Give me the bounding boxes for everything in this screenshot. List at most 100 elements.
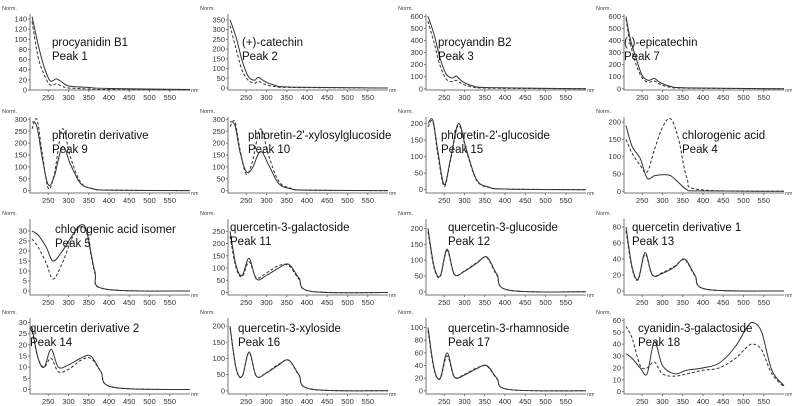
series-line-dashed (31, 118, 191, 192)
x-tick-label: 400 (499, 93, 512, 102)
x-unit-label: nm (785, 293, 792, 299)
x-tick-label: 450 (717, 298, 730, 307)
x-tick-label: 550 (559, 196, 572, 205)
y-tick-label: 350 (212, 15, 225, 24)
x-tick-label: 550 (163, 93, 176, 102)
y-tick-label: 200 (212, 322, 225, 331)
y-tick-label: 100 (410, 152, 423, 161)
y-tick-label: 50 (217, 370, 225, 379)
x-tick-label: 450 (123, 93, 136, 102)
y-tick-label: 50 (217, 74, 225, 83)
y-tick-label: 600 (410, 12, 423, 21)
x-tick-label: 350 (478, 196, 491, 205)
y-tick-label: 250 (212, 127, 225, 136)
x-unit-label: nm (785, 191, 792, 197)
x-tick-label: 400 (697, 298, 710, 307)
y-tick-label: 0 (419, 84, 423, 93)
y-tick-label: 10 (19, 267, 27, 276)
x-tick-label: 400 (301, 93, 314, 102)
y-tick-label: 600 (608, 12, 621, 21)
y-tick-label: 250 (212, 227, 225, 236)
x-unit-label: nm (587, 88, 594, 94)
x-tick-label: 400 (499, 397, 512, 406)
x-tick-label: 550 (163, 298, 176, 307)
y-tick-label: 20 (19, 247, 27, 256)
compound-label: procyanidin B1 (52, 37, 128, 49)
y-tick-label: 80 (415, 336, 423, 345)
y-tick-label: 50 (217, 174, 225, 183)
axis-lines (227, 318, 388, 395)
y-tick-label: 300 (212, 25, 225, 34)
y-tick-label: 60 (19, 55, 27, 64)
peak-label: Peak 3 (438, 51, 474, 63)
y-unit-label: Norm. (596, 109, 611, 115)
peak-label: Peak 17 (448, 337, 490, 349)
y-tick-label: 300 (14, 115, 27, 124)
y-tick-label: 20 (19, 340, 27, 349)
y-tick-label: 0 (23, 86, 27, 95)
y-tick-label: 40 (613, 255, 621, 264)
y-tick-label: 200 (410, 224, 423, 233)
y-tick-label: 150 (212, 151, 225, 160)
x-tick-label: 300 (656, 196, 669, 205)
y-tick-label: 200 (410, 119, 423, 128)
y-tick-label: 25 (19, 237, 27, 246)
x-unit-label: nm (587, 392, 594, 398)
x-tick-label: 350 (478, 93, 491, 102)
y-tick-label: 200 (212, 139, 225, 148)
x-tick-label: 250 (438, 93, 451, 102)
chart-panel-quercetin-3-galactoside: Norm. nm 0 50 100 150 200 250 250 300 350 400 450 500… (200, 211, 396, 307)
chart-panel-procyandin-b2: Norm. nm 0 100 200 300 400 500 600 250 300 350 400 45… (398, 6, 594, 102)
x-tick-label: 500 (341, 196, 354, 205)
series-line-solid (229, 326, 389, 392)
y-tick-label: 100 (608, 152, 621, 161)
axis-lines (227, 219, 388, 296)
x-unit-label: nm (587, 191, 594, 197)
y-tick-label: 10 (613, 375, 621, 384)
x-tick-label: 400 (103, 298, 116, 307)
x-unit-label: nm (389, 191, 396, 197)
chart-panel-epicatechin: Norm. nm 0 100 200 300 400 500 600 250 300 350 400 45… (596, 6, 792, 102)
x-tick-label: 250 (42, 298, 55, 307)
x-tick-label: 400 (103, 397, 116, 406)
y-tick-label: 5 (23, 374, 27, 383)
x-tick-label: 350 (676, 196, 689, 205)
x-tick-label: 550 (361, 93, 374, 102)
x-tick-label: 350 (82, 196, 95, 205)
y-tick-label: 20 (613, 363, 621, 372)
y-tick-label: 200 (608, 118, 621, 127)
peak-label: Peak 9 (52, 144, 88, 156)
chart-panel-cyanidin-3-galactoside: Norm. nm 0 10 20 30 40 50 60 250 300 350 400 450 500 55… (596, 310, 792, 406)
series-line-dashed (229, 25, 389, 89)
series-line-solid (625, 16, 785, 90)
x-tick-label: 300 (656, 298, 669, 307)
peak-label: Peak 7 (624, 51, 660, 63)
x-tick-label: 500 (737, 298, 750, 307)
peak-label: Peak 16 (238, 337, 280, 349)
y-tick-label: 100 (410, 72, 423, 81)
axis-lines (425, 117, 586, 194)
y-tick-label: 400 (410, 36, 423, 45)
x-unit-label: nm (191, 191, 198, 197)
compound-label: quercetin-3-rhamnoside (448, 323, 569, 335)
compound-label: (-)-epicatechin (624, 37, 698, 49)
x-tick-label: 500 (341, 93, 354, 102)
y-tick-label: 250 (212, 35, 225, 44)
series-line-dashed (31, 21, 191, 91)
y-unit-label: Norm. (398, 6, 413, 12)
series-line-solid (625, 226, 785, 292)
compound-label: procyandin B2 (438, 37, 512, 49)
y-tick-label: 20 (415, 374, 423, 383)
series-line-dashed (31, 226, 191, 292)
x-tick-label: 550 (163, 196, 176, 205)
y-tick-label: 50 (613, 170, 621, 179)
series-line-dashed (31, 331, 191, 391)
x-tick-label: 300 (260, 93, 273, 102)
peak-label: Peak 11 (230, 236, 271, 248)
y-tick-label: 200 (212, 45, 225, 54)
axis-lines (623, 14, 784, 91)
x-unit-label: nm (785, 88, 792, 94)
x-tick-label: 450 (519, 397, 532, 406)
y-tick-label: 100 (608, 72, 621, 81)
x-tick-label: 450 (321, 196, 334, 205)
